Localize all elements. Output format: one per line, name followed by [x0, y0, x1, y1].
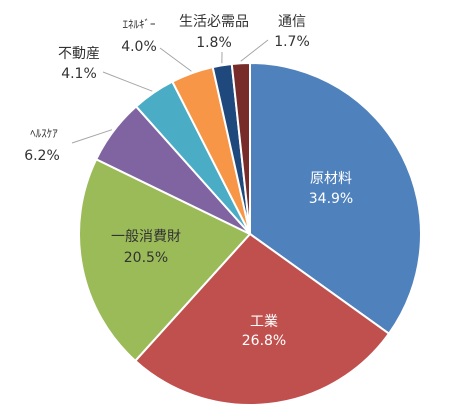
slice-kogyo	[133, 232, 391, 406]
slice-name-energy: ｴﾈﾙｷﾞｰ	[123, 18, 156, 31]
slice-pct-fudosan: 4.1%	[61, 66, 97, 82]
slice-name-fudosan: 不動産	[58, 46, 100, 62]
slice-name-genzairyo: 原材料	[310, 171, 352, 187]
leader-line-healthcare	[71, 129, 113, 144]
slice-name-seikatsu: 生活必需品	[179, 14, 249, 30]
slice-name-kogyo: 工業	[250, 314, 278, 330]
slice-tsushin	[230, 61, 251, 235]
slice-name-healthcare: ﾍﾙｽｹｱ	[30, 127, 58, 140]
slice-pct-ippan: 20.5%	[124, 250, 168, 266]
slice-name-ippan: 一般消費財	[111, 229, 181, 245]
slice-name-tsushin: 通信	[278, 14, 306, 30]
pie-slices	[78, 61, 422, 406]
slice-pct-energy: 4.0%	[121, 39, 157, 55]
slice-pct-kogyo: 26.8%	[242, 333, 286, 349]
slice-ippan	[78, 157, 252, 363]
leader-line-fudosan	[102, 71, 153, 92]
leader-line-tsushin	[240, 39, 269, 62]
slice-pct-tsushin: 1.7%	[274, 34, 310, 50]
leader-lines	[71, 39, 269, 144]
slice-genzairyo	[249, 61, 422, 336]
leader-line-energy	[159, 47, 192, 72]
slice-pct-genzairyo: 34.9%	[309, 191, 353, 207]
slice-pct-healthcare: 6.2%	[24, 148, 60, 164]
slice-pct-seikatsu: 1.8%	[196, 35, 232, 51]
